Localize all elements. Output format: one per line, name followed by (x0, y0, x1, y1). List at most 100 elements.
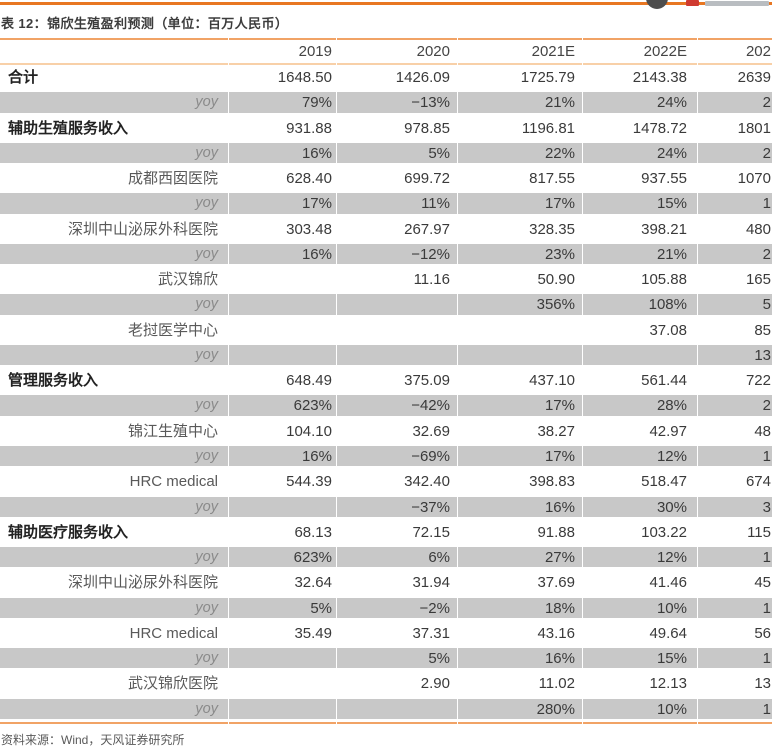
value-cell: 21% (582, 241, 697, 268)
rule-segment (457, 38, 582, 40)
value-cell: −2% (336, 595, 457, 621)
value-cell: 16% (228, 241, 336, 268)
rule-segment (228, 38, 336, 40)
value-cell: 13 (754, 675, 771, 693)
value-cell: 17% (228, 191, 336, 217)
row-label-cell: yoy (0, 191, 228, 217)
value-cell: 5% (336, 140, 457, 167)
value-cell: 50.90 (537, 271, 575, 289)
rule-segment (697, 63, 772, 65)
value-cell: 41.46 (649, 574, 687, 592)
value-cell (228, 292, 336, 318)
value-cell: 2 (697, 90, 772, 116)
value-cell: 11% (336, 191, 457, 217)
table-row: 深圳中山泌尿外科医院 303.48 267.97 328.35 398.21 480 (0, 217, 772, 242)
table-title: 表 12：锦欣生殖盈利预测（单位：百万人民币） (1, 16, 289, 31)
table-row: 老挝医学中心 37.08 85 (0, 318, 772, 343)
value-cell: 105.88 (641, 271, 687, 289)
value-cell: 2.90 (420, 675, 450, 693)
logo-mark-icon (686, 0, 699, 6)
row-label-cell: yoy (0, 393, 228, 419)
table-row: 成都西囡医院 628.40 699.72 817.55 937.55 1070 (0, 166, 772, 191)
row-label-cell: HRC medical (129, 624, 218, 642)
table-row: 辅助生殖服务收入 931.88 978.85 1196.81 1478.72 1801 (0, 116, 772, 141)
header-underline-rule (0, 63, 772, 65)
value-cell: 1426.09 (395, 69, 450, 86)
value-cell: 280% (457, 696, 582, 722)
row-label-cell: 合计 (8, 69, 39, 86)
value-cell: −12% (336, 241, 457, 268)
value-cell: 56 (754, 624, 771, 642)
value-cell: 648.49 (286, 372, 332, 390)
value-cell: −13% (336, 90, 457, 116)
value-cell: 15% (582, 646, 697, 672)
value-cell: 38.27 (537, 422, 575, 440)
value-cell: 12% (582, 545, 697, 571)
row-label-cell: yoy (0, 140, 228, 167)
table-row-yoy: yoy 13 (0, 342, 772, 369)
value-cell: 623% (228, 545, 336, 571)
row-label-cell: 深圳中山泌尿外科医院 (67, 574, 218, 592)
value-cell: 165 (745, 271, 771, 289)
value-cell (457, 342, 582, 369)
value-cell (228, 267, 336, 292)
row-label-cell: yoy (0, 292, 228, 318)
value-cell (457, 318, 582, 343)
table-row: HRC medical 35.49 37.31 43.16 49.64 56 (0, 621, 772, 646)
table-row-yoy: yoy 623% 6% 27% 12% 1 (0, 545, 772, 571)
value-cell: 1 (697, 545, 772, 571)
rule-segment (582, 38, 697, 40)
table-row-yoy: yoy 17% 11% 17% 15% 1 (0, 191, 772, 217)
rule-segment (228, 721, 336, 724)
value-cell: 45 (754, 574, 771, 592)
table-row: 锦江生殖中心 104.10 32.69 38.27 42.97 48 (0, 419, 772, 444)
forecast-table: 2019 2020 2021E 2022E 202 合计 1648.50 1426.09 17… (0, 38, 772, 724)
value-cell: 27% (457, 545, 582, 571)
value-cell: 79% (228, 90, 336, 116)
value-cell: 398.21 (641, 220, 687, 238)
table-row: 管理服务收入 648.49 375.09 437.10 561.44 722 (0, 368, 772, 393)
value-cell: 115 (747, 523, 771, 541)
row-label-cell: yoy (0, 646, 228, 672)
value-cell: 2639 (737, 69, 771, 86)
value-cell: 2 (697, 140, 772, 167)
value-cell: 1 (697, 696, 772, 722)
value-cell (336, 318, 457, 343)
value-cell: 937.55 (641, 170, 687, 188)
value-cell (228, 646, 336, 672)
table-row-yoy: yoy 16% −12% 23% 21% 2 (0, 241, 772, 268)
row-label-cell: yoy (0, 696, 228, 722)
table-row: HRC medical 544.39 342.40 398.83 518.47 674 (0, 469, 772, 494)
value-cell: 623% (228, 393, 336, 419)
value-cell: 2 (697, 393, 772, 419)
table-row-yoy: yoy 5% −2% 18% 10% 1 (0, 595, 772, 621)
value-cell: 42.97 (649, 422, 687, 440)
value-cell: 398.83 (529, 473, 575, 491)
value-cell (228, 671, 336, 696)
value-cell: 699.72 (404, 170, 450, 188)
rule-segment (0, 721, 228, 724)
value-cell: 356% (457, 292, 582, 318)
table-row: 深圳中山泌尿外科医院 32.64 31.94 37.69 41.46 45 (0, 570, 772, 595)
value-cell: 1 (697, 646, 772, 672)
rule-segment (0, 38, 228, 40)
value-cell: 1196.81 (521, 119, 575, 137)
page-top-rule (0, 2, 772, 5)
row-label-cell: yoy (0, 90, 228, 116)
table-row-yoy: yoy 623% −42% 17% 28% 2 (0, 393, 772, 419)
value-cell: 1648.50 (277, 69, 332, 86)
table-body: 合计 1648.50 1426.09 1725.79 2143.38 2639 yoy 79%… (0, 65, 772, 722)
rule-segment (336, 721, 457, 724)
value-cell: 10% (582, 696, 697, 722)
rule-segment (457, 721, 582, 724)
value-cell: 37.69 (537, 574, 575, 592)
table-row-yoy: yoy 16% 5% 22% 24% 2 (0, 140, 772, 167)
value-cell: 1725.79 (520, 69, 575, 86)
value-cell: 1070 (737, 170, 771, 188)
value-cell: 674 (745, 473, 771, 491)
rule-segment (582, 63, 697, 65)
value-cell: 28% (582, 393, 697, 419)
row-label-cell: 辅助生殖服务收入 (8, 119, 129, 137)
value-cell (336, 696, 457, 722)
value-cell: −69% (336, 443, 457, 470)
